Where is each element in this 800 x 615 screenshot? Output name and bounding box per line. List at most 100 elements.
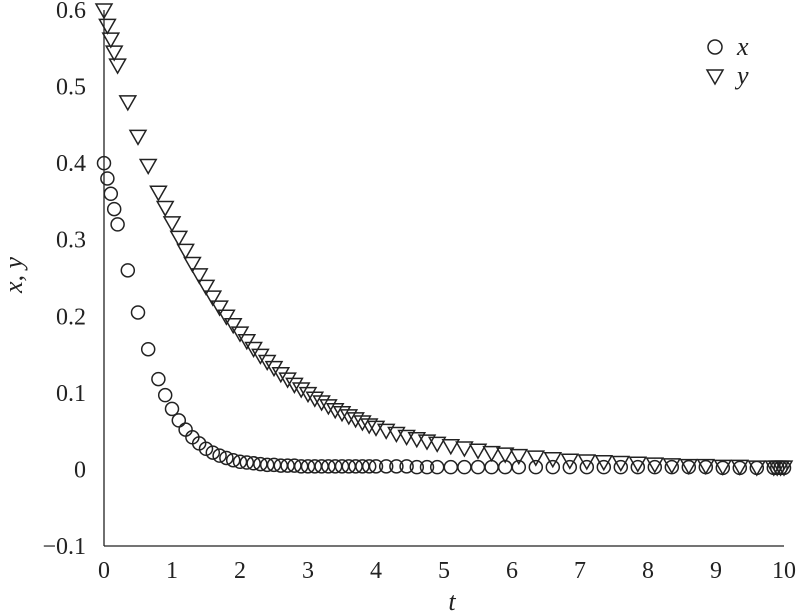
y-series-point	[730, 459, 750, 476]
y-series-point	[257, 354, 277, 371]
x-series-point	[239, 455, 255, 470]
y-series-point	[397, 429, 416, 447]
x-series-point	[409, 459, 425, 475]
x-series-point	[120, 263, 136, 278]
x-series-point	[219, 450, 234, 466]
x-tick-label: 3	[302, 558, 314, 584]
y-series-point	[217, 309, 236, 326]
x-series-point	[399, 459, 414, 474]
y-series-point	[455, 441, 474, 458]
y-series-point	[223, 317, 243, 335]
x-tick-label: 0	[98, 558, 110, 584]
y-series-point	[176, 243, 195, 260]
y-series-point	[468, 443, 488, 460]
y-series-point	[543, 451, 563, 469]
x-series-point	[130, 305, 146, 320]
legend-x-label: x	[736, 32, 749, 61]
x-tick-label: 6	[506, 558, 518, 584]
x-series-point	[378, 459, 394, 474]
y-series-point	[155, 200, 175, 218]
y-series-point	[560, 453, 580, 470]
x-series-point	[579, 459, 595, 475]
y-series-point	[118, 95, 138, 112]
x-series-point	[246, 456, 261, 471]
y-series-point	[359, 418, 379, 435]
x-series-point	[164, 401, 180, 417]
y-tick-label: 0	[74, 457, 86, 483]
y-series-point	[210, 300, 229, 317]
y-series-point	[162, 216, 182, 233]
x-series-point	[140, 341, 156, 357]
y-series-point	[594, 455, 614, 472]
y-tick-label: −0.1	[42, 534, 86, 560]
y-series-point	[509, 448, 529, 466]
y-series-point	[149, 185, 168, 202]
y-series-point	[346, 412, 365, 429]
legend-y-marker	[705, 69, 725, 86]
legend-x-marker	[707, 39, 723, 55]
y-series-point	[271, 366, 291, 384]
y-series-point	[713, 459, 733, 476]
y-series-point	[98, 18, 117, 35]
y-series-point	[319, 399, 338, 416]
y-series-point	[104, 45, 124, 62]
x-series-point	[103, 186, 119, 202]
data-markers	[94, 3, 794, 477]
y-tick-label: 0.5	[56, 75, 86, 101]
y-series-point	[441, 438, 461, 456]
y-series-point	[298, 386, 318, 404]
y-series-point	[183, 256, 202, 273]
x-series-point	[178, 422, 193, 437]
y-series-point	[94, 3, 114, 20]
x-series-point	[613, 459, 629, 475]
x-series-point	[429, 459, 445, 475]
y-axis-label: x, y	[0, 257, 28, 295]
y-series-point	[747, 460, 767, 477]
legend-y-label: y	[734, 61, 749, 90]
x-series-point	[205, 445, 221, 460]
y-tick-label: 0.1	[56, 381, 86, 407]
x-series-point	[511, 459, 527, 475]
x-tick-label: 2	[234, 558, 246, 584]
legend: x y	[705, 32, 749, 90]
x-tick-label: 5	[438, 558, 450, 584]
y-series-point	[138, 158, 158, 175]
x-tick-label: 9	[710, 558, 722, 584]
y-series-point	[774, 460, 794, 477]
x-series-point	[106, 201, 122, 217]
y-tick-label: 0.3	[56, 228, 86, 254]
x-series-point	[545, 459, 561, 475]
y-series-point	[203, 290, 223, 307]
y-series-point	[482, 445, 501, 463]
x-series-point	[157, 387, 173, 403]
y-series-point	[417, 434, 437, 451]
y-series-point	[696, 458, 716, 476]
x-series-point	[171, 413, 187, 428]
y-series-point	[526, 450, 546, 467]
y-series-point	[278, 372, 297, 389]
y-series-point	[251, 348, 270, 365]
y-series-point	[196, 279, 216, 296]
y-series-point	[291, 382, 311, 399]
x-series-point	[232, 454, 248, 470]
y-series-point	[264, 360, 284, 378]
y-series-point	[679, 458, 699, 476]
x-series-point	[212, 448, 227, 463]
x-axis-label: t	[448, 587, 456, 615]
x-series-point	[630, 459, 646, 475]
y-series-point	[495, 447, 515, 464]
y-series-point	[611, 455, 631, 473]
y-series-point	[577, 454, 597, 471]
x-tick-label: 4	[370, 558, 382, 584]
y-tick-label: 0.6	[56, 0, 86, 24]
y-series-point	[101, 32, 121, 49]
x-series-point	[528, 459, 544, 475]
y-series-point	[628, 456, 648, 473]
y-series-point	[128, 129, 148, 146]
y-series-point	[353, 415, 372, 432]
y-series-point	[108, 58, 127, 75]
y-series-point	[305, 391, 325, 408]
y-tick-label: 0.2	[56, 304, 86, 330]
x-tick-label: 10	[772, 558, 796, 584]
